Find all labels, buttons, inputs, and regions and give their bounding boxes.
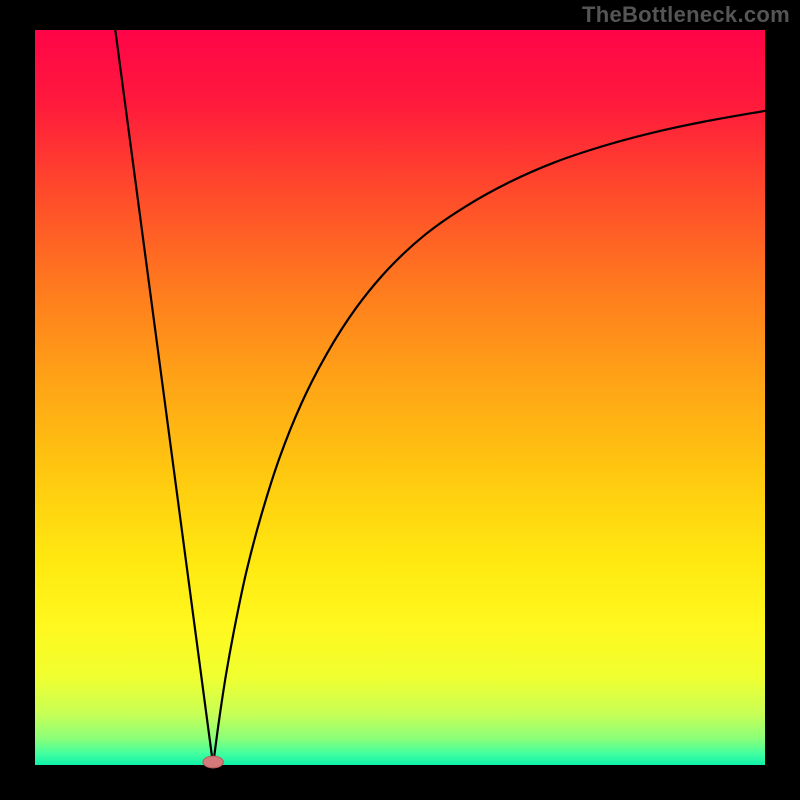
watermark-text: TheBottleneck.com <box>582 2 790 28</box>
bottleneck-chart <box>0 0 800 800</box>
chart-container: TheBottleneck.com <box>0 0 800 800</box>
plot-background <box>35 30 765 765</box>
min-marker <box>203 756 223 768</box>
